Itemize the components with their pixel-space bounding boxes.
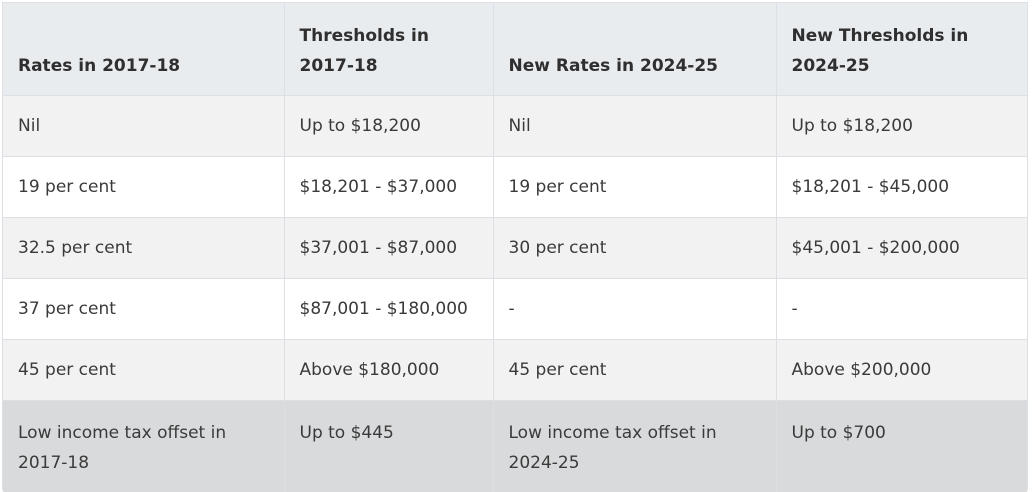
table-row: 37 per cent $87,001 - $180,000 - - [3, 278, 1027, 340]
table-row: 19 per cent $18,201 - $37,000 19 per cen… [3, 156, 1027, 218]
header-thresholds-2017-18: Thresholds in 2017-18 [284, 3, 494, 96]
header-new-thresholds-2024-25: New Thresholds in 2024-25 [776, 3, 1027, 96]
table-row: 45 per cent Above $180,000 45 per cent A… [3, 339, 1027, 401]
table-cell: 45 per cent [3, 339, 285, 401]
table-cell: Up to $18,200 [776, 95, 1027, 157]
table-cell: - [776, 278, 1027, 340]
table-row: 32.5 per cent $37,001 - $87,000 30 per c… [3, 217, 1027, 279]
table-header: Rates in 2017-18 Thresholds in 2017-18 N… [3, 3, 1027, 96]
table-cell: Above $180,000 [284, 339, 494, 401]
table-cell: Up to $445 [284, 400, 494, 492]
table-cell: Nil [493, 95, 777, 157]
table-cell: - [493, 278, 777, 340]
table-cell: Above $200,000 [776, 339, 1027, 401]
table-cell: $37,001 - $87,000 [284, 217, 494, 279]
table-body: Nil Up to $18,200 Nil Up to $18,200 19 p… [3, 95, 1027, 492]
table-cell: 19 per cent [493, 156, 777, 218]
header-row: Rates in 2017-18 Thresholds in 2017-18 N… [3, 3, 1027, 96]
table-cell: 37 per cent [3, 278, 285, 340]
table-cell: $18,201 - $45,000 [776, 156, 1027, 218]
table-cell: $45,001 - $200,000 [776, 217, 1027, 279]
table-cell: Low income tax offset in 2017-18 [3, 400, 285, 492]
table-cell: Nil [3, 95, 285, 157]
tax-rates-table: Rates in 2017-18 Thresholds in 2017-18 N… [3, 3, 1027, 492]
table-cell: 30 per cent [493, 217, 777, 279]
header-rates-2017-18: Rates in 2017-18 [3, 3, 285, 96]
table-row-tax-offset: Low income tax offset in 2017-18 Up to $… [3, 400, 1027, 492]
table-cell: Low income tax offset in 2024-25 [493, 400, 777, 492]
table-cell: 19 per cent [3, 156, 285, 218]
table-cell: 45 per cent [493, 339, 777, 401]
header-new-rates-2024-25: New Rates in 2024-25 [493, 3, 777, 96]
table-cell: 32.5 per cent [3, 217, 285, 279]
table-cell: Up to $700 [776, 400, 1027, 492]
table-cell: $87,001 - $180,000 [284, 278, 494, 340]
table-row: Nil Up to $18,200 Nil Up to $18,200 [3, 95, 1027, 157]
table-cell: $18,201 - $37,000 [284, 156, 494, 218]
table-cell: Up to $18,200 [284, 95, 494, 157]
